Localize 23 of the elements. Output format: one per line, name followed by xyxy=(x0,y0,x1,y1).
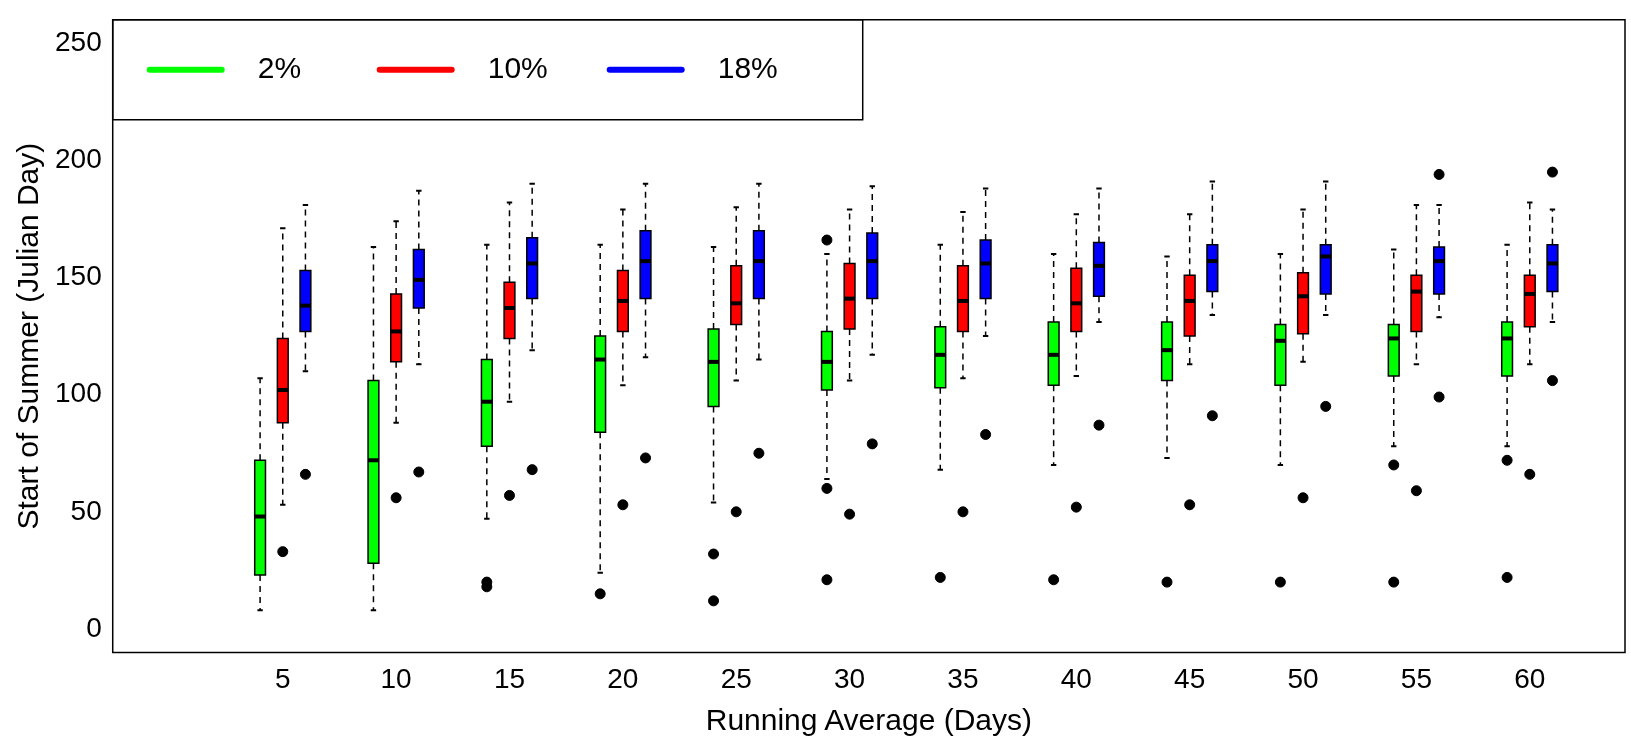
y-tick-label: 250 xyxy=(55,25,102,57)
x-tick-label: 60 xyxy=(1514,662,1546,694)
x-tick-label: 40 xyxy=(1060,662,1092,694)
y-tick-label: 0 xyxy=(86,611,102,643)
y-tick-label: 200 xyxy=(55,143,102,175)
x-tick-label: 45 xyxy=(1174,662,1206,694)
y-tick-label: 100 xyxy=(55,377,102,409)
x-tick-label: 15 xyxy=(493,662,526,694)
x-tick-label: 50 xyxy=(1287,662,1319,694)
x-axis-title: Running Average (Days) xyxy=(705,703,1033,737)
legend-label: 2% xyxy=(257,51,302,85)
x-tick-label: 55 xyxy=(1400,662,1432,694)
x-tick-label: 10 xyxy=(380,662,412,694)
legend-label: 18% xyxy=(717,51,778,85)
x-tick-label: 35 xyxy=(947,662,979,694)
x-tick-label: 5 xyxy=(274,662,291,694)
x-tick-label: 20 xyxy=(607,662,639,694)
y-axis-title: Start of Summer (Julian Day) xyxy=(11,142,45,530)
y-tick-label: 150 xyxy=(55,260,102,292)
x-tick-label: 25 xyxy=(720,662,752,694)
x-tick-label: 30 xyxy=(834,662,866,694)
legend-label: 10% xyxy=(487,51,548,85)
y-tick-label: 50 xyxy=(70,494,102,526)
